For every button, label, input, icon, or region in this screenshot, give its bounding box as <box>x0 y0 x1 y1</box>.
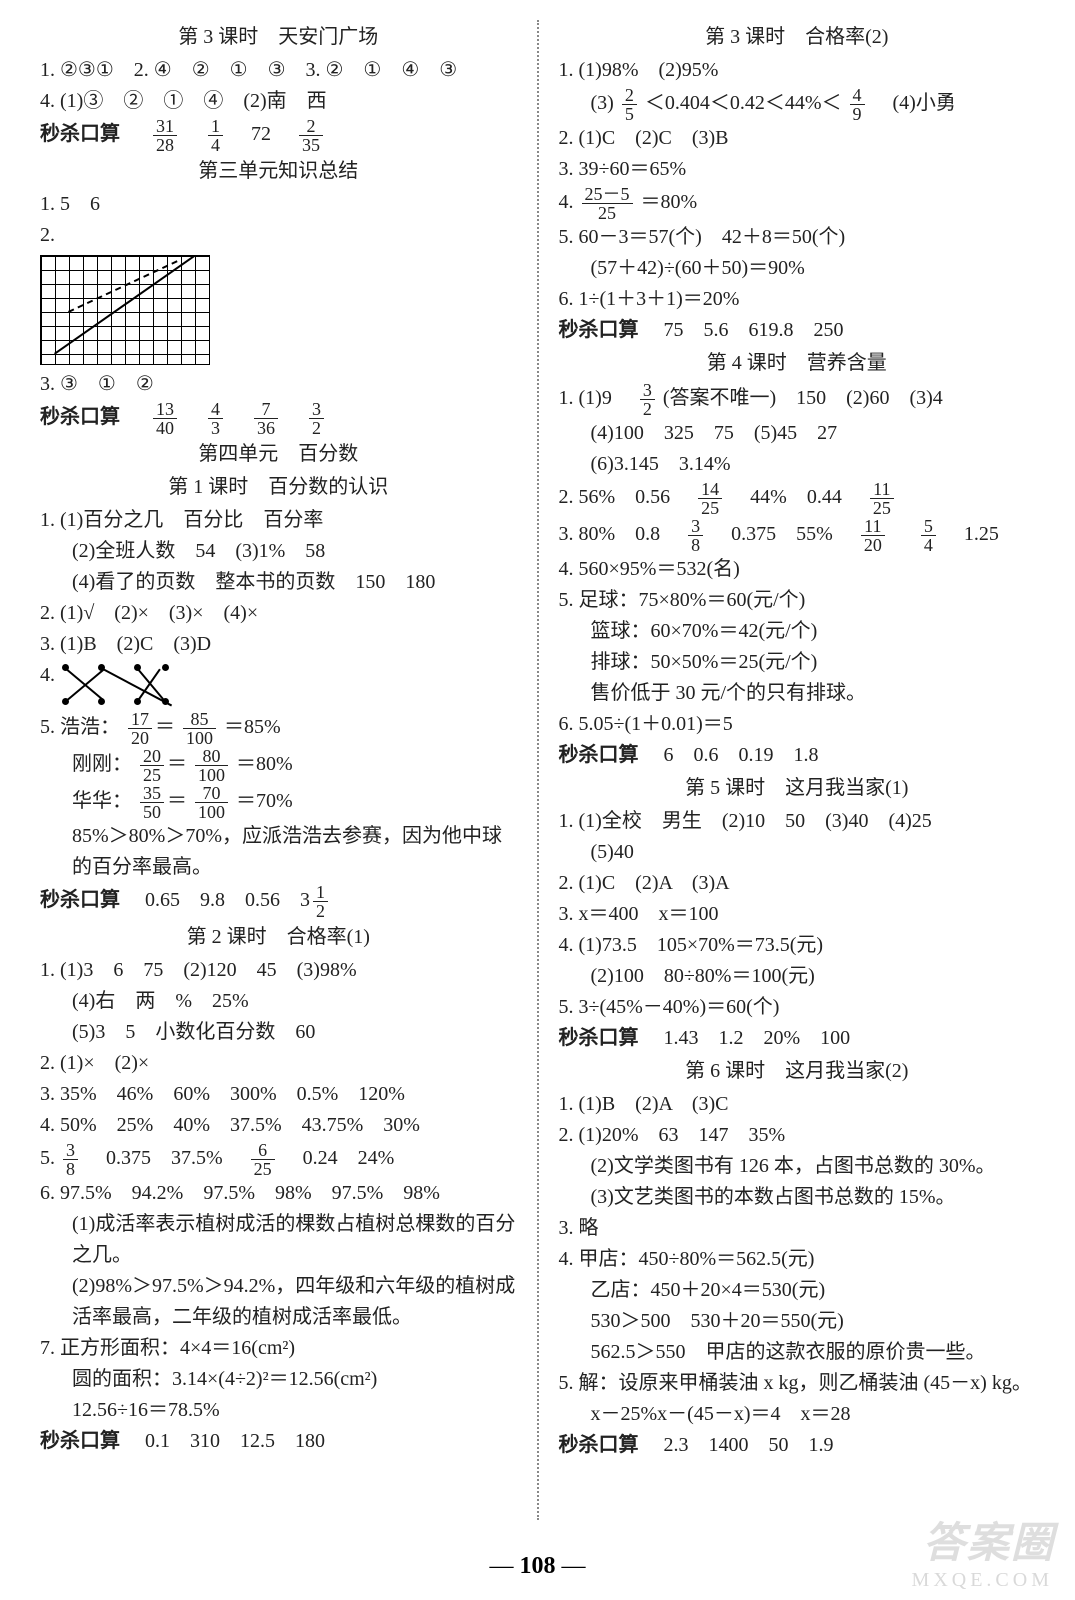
line: 4. 甲店：450÷80%＝562.5(元) <box>559 1244 1036 1275</box>
line: (3)文艺类图书的本数占图书总数的 15%。 <box>559 1182 1036 1213</box>
line: 1. (1)全校 男生 (2)10 50 (3)40 (4)25 <box>559 806 1036 837</box>
line: (2)全班人数 54 (3)1% 58 <box>40 536 517 567</box>
line: 5. 足球：75×80%＝60(元/个) <box>559 585 1036 616</box>
line: 排球：50×50%＝25(元/个) <box>559 647 1036 678</box>
line: 2. (1)C (2)C (3)B <box>559 123 1036 154</box>
line: 2. (1)C (2)A (3)A <box>559 868 1036 899</box>
line: 6. 97.5% 94.2% 97.5% 98% 97.5% 98% <box>40 1178 517 1209</box>
line: 5. 浩浩： 1720＝ 85100 ＝85% <box>40 710 517 747</box>
line: 刚刚： 2025＝ 80100 ＝80% <box>40 747 517 784</box>
line: 4. <box>40 660 517 710</box>
lesson2-title: 第 2 课时 合格率(1) <box>40 922 517 953</box>
right-column: 第 3 课时 合格率(2) 1. (1)98% (2)95% (3) 25 ＜0… <box>559 20 1036 1540</box>
lesson6-title: 第 6 课时 这月我当家(2) <box>559 1056 1036 1087</box>
line: 4. 50% 25% 40% 37.5% 43.75% 30% <box>40 1110 517 1141</box>
mksuan-line: 秒杀口算 6 0.6 0.19 1.8 <box>559 740 1036 771</box>
lesson-title-3: 第 3 课时 天安门广场 <box>40 22 517 53</box>
line: 1. (1)3 6 75 (2)120 45 (3)98% <box>40 955 517 986</box>
line: (2)文学类图书有 126 本，占图书总数的 30%。 <box>559 1151 1036 1182</box>
line: 4. 560×95%＝532(名) <box>559 554 1036 585</box>
line: 1. (1)98% (2)95% <box>559 55 1036 86</box>
line: 华华： 3550＝ 70100 ＝70% <box>40 784 517 821</box>
line: 4. 25－525 ＝80% <box>559 185 1036 222</box>
line: 3. 39÷60＝65% <box>559 154 1036 185</box>
lesson4-title: 第 4 课时 营养含量 <box>559 348 1036 379</box>
line: (6)3.145 3.14% <box>559 449 1036 480</box>
line: x－25%x－(45－x)＝4 x＝28 <box>559 1399 1036 1430</box>
line: 售价低于 30 元/个的只有排球。 <box>559 678 1036 709</box>
mksuan-line: 秒杀口算 1340 43 736 32 <box>40 400 517 437</box>
mksuan-line: 秒杀口算 1.43 1.2 20% 100 <box>559 1023 1036 1054</box>
line: 1. (1)百分之几 百分比 百分率 <box>40 505 517 536</box>
line: 圆的面积：3.14×(4÷2)²＝12.56(cm²) <box>40 1364 517 1395</box>
line: 5. 3÷(45%－40%)＝60(个) <box>559 992 1036 1023</box>
mksuan-line: 秒杀口算 2.3 1400 50 1.9 <box>559 1430 1036 1461</box>
line: (4)100 325 75 (5)45 27 <box>559 418 1036 449</box>
line: 2. 56% 0.56 1425 44% 0.44 1125 <box>559 480 1036 517</box>
line: 7. 正方形面积：4×4＝16(cm²) <box>40 1333 517 1364</box>
line: 2. <box>40 220 517 251</box>
line: 530＞500 530＋20＝550(元) <box>559 1306 1036 1337</box>
mksuan-label: 秒杀口算 <box>40 123 120 145</box>
line: 12.56÷16＝78.5% <box>40 1395 517 1426</box>
grid-diagram <box>40 255 210 365</box>
line: 乙店：450＋20×4＝530(元) <box>559 1275 1036 1306</box>
fraction: 235 <box>299 117 323 154</box>
watermark-url: MXQE.COM <box>912 1569 1053 1592</box>
unit4-title: 第四单元 百分数 <box>40 439 517 470</box>
mksuan-line: 秒杀口算 75 5.6 619.8 250 <box>559 315 1036 346</box>
line: (5)40 <box>559 837 1036 868</box>
lesson5-title: 第 5 课时 这月我当家(1) <box>559 773 1036 804</box>
line: 5. 解：设原来甲桶装油 x kg，则乙桶装油 (45－x) kg。 <box>559 1368 1036 1399</box>
line: 1. ②③① 2. ④ ② ① ③ 3. ② ① ④ ③ <box>40 55 517 86</box>
line: 3. 35% 46% 60% 300% 0.5% 120% <box>40 1079 517 1110</box>
column-divider <box>537 20 539 1520</box>
line: 3. (1)B (2)C (3)D <box>40 629 517 660</box>
line: 5. 60－3＝57(个) 42＋8＝50(个) <box>559 222 1036 253</box>
fraction: 3128 <box>153 117 177 154</box>
fraction: 14 <box>208 117 223 154</box>
mksuan-line: 秒杀口算 3128 14 72 235 <box>40 117 517 154</box>
line: (57＋42)÷(60＋50)＝90% <box>559 253 1036 284</box>
line: (5)3 5 小数化百分数 60 <box>40 1017 517 1048</box>
line: 1. 5 6 <box>40 189 517 220</box>
line: (4)看了的页数 整本书的页数 150 180 <box>40 567 517 598</box>
line: (2)98%＞97.5%＞94.2%，四年级和六年级的植树成活率最高，二年级的植… <box>40 1271 517 1333</box>
line: (3) 25 ＜0.404＜0.42＜44%＜ 49 (4)小勇 <box>559 86 1036 123</box>
line: 3. x＝400 x＝100 <box>559 899 1036 930</box>
line: 2. (1)× (2)× <box>40 1048 517 1079</box>
left-column: 第 3 课时 天安门广场 1. ②③① 2. ④ ② ① ③ 3. ② ① ④ … <box>40 20 517 1540</box>
line: 篮球：60×70%＝42(元/个) <box>559 616 1036 647</box>
line: 3. 略 <box>559 1213 1036 1244</box>
line: 1. (1)9 32 (答案不唯一) 150 (2)60 (3)4 <box>559 381 1036 418</box>
cross-diagram <box>60 660 170 710</box>
line: 2. (1)√ (2)× (3)× (4)× <box>40 598 517 629</box>
line: 3. ③ ① ② <box>40 369 517 400</box>
mksuan-line: 秒杀口算 0.65 9.8 0.56 312 <box>40 883 517 920</box>
line: 85%＞80%＞70%，应派浩浩去参赛，因为他中球的百分率最高。 <box>40 821 517 883</box>
line: 2. (1)20% 63 147 35% <box>559 1120 1036 1151</box>
mksuan-line: 秒杀口算 0.1 310 12.5 180 <box>40 1426 517 1457</box>
lesson1-title: 第 1 课时 百分数的认识 <box>40 472 517 503</box>
line: (2)100 80÷80%＝100(元) <box>559 961 1036 992</box>
line: (1)成活率表示植树成活的棵数占植树总棵数的百分之几。 <box>40 1209 517 1271</box>
watermark: 答案圈 <box>923 1509 1055 1570</box>
line: 562.5＞550 甲店的这款衣服的原价贵一些。 <box>559 1337 1036 1368</box>
line: 5. 38 0.375 37.5% 625 0.24 24% <box>40 1141 517 1178</box>
mksuan-label: 秒杀口算 <box>40 406 120 428</box>
line: 6. 5.05÷(1＋0.01)＝5 <box>559 709 1036 740</box>
line: 4. (1)73.5 105×70%＝73.5(元) <box>559 930 1036 961</box>
line: 4. (1)③ ② ① ④ (2)南 西 <box>40 86 517 117</box>
unit-summary-title: 第三单元知识总结 <box>40 156 517 187</box>
line: 1. (1)B (2)A (3)C <box>559 1089 1036 1120</box>
line: (4)右 两 % 25% <box>40 986 517 1017</box>
lesson3b-title: 第 3 课时 合格率(2) <box>559 22 1036 53</box>
line: 3. 80% 0.8 38 0.375 55% 1120 54 1.25 <box>559 517 1036 554</box>
line: 6. 1÷(1＋3＋1)＝20% <box>559 284 1036 315</box>
